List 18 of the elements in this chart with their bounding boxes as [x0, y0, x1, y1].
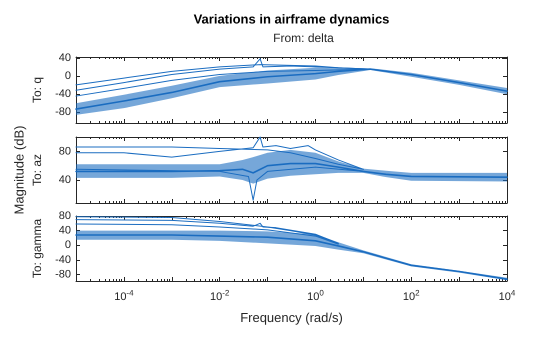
y-axis-title: To: az	[30, 154, 44, 186]
text: Magnitude (dB)	[12, 126, 26, 214]
y-axis-title: To: q	[30, 76, 44, 104]
y-tick-label: 80	[58, 210, 71, 222]
y-tick-label: -80	[55, 268, 71, 280]
y-tick-label: -40	[55, 254, 71, 266]
y-tick-label: 80	[58, 145, 71, 158]
y-tick-label: 40	[58, 52, 71, 64]
chart-subtitle: From: delta	[273, 31, 334, 45]
y-tick-label: -80	[55, 106, 71, 118]
y-tick-label: 40	[58, 174, 71, 186]
chart-title: Variations in airframe dynamics	[194, 12, 390, 26]
y-tick-label: 0	[64, 239, 71, 252]
x-axis-title: Frequency (rad/s)	[240, 310, 343, 325]
y-tick-label: -40	[55, 88, 71, 100]
y-tick-label: 40	[58, 224, 71, 237]
y-axis-title: To: gamma	[30, 218, 44, 278]
y-tick-label: 0	[64, 70, 71, 82]
